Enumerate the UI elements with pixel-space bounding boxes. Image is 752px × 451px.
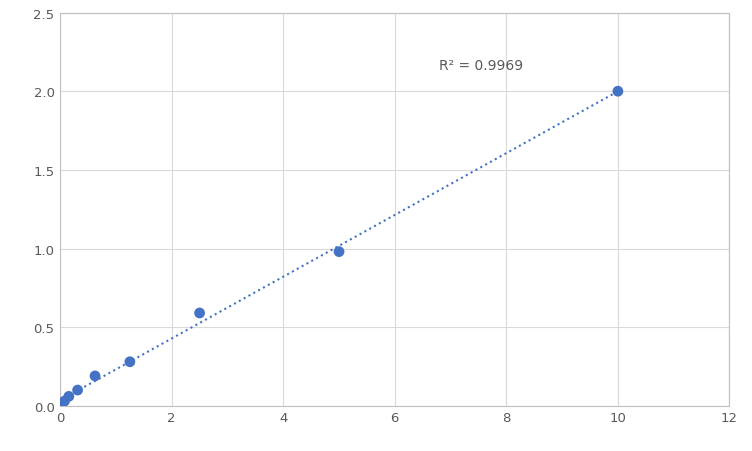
Point — [54, 402, 66, 410]
Point — [89, 373, 101, 380]
Point — [193, 310, 205, 317]
Point — [333, 249, 345, 256]
Point — [63, 393, 75, 400]
Point — [124, 359, 136, 366]
Point — [59, 398, 71, 405]
Text: R² = 0.9969: R² = 0.9969 — [439, 59, 523, 73]
Point — [612, 88, 624, 96]
Point — [71, 387, 83, 394]
